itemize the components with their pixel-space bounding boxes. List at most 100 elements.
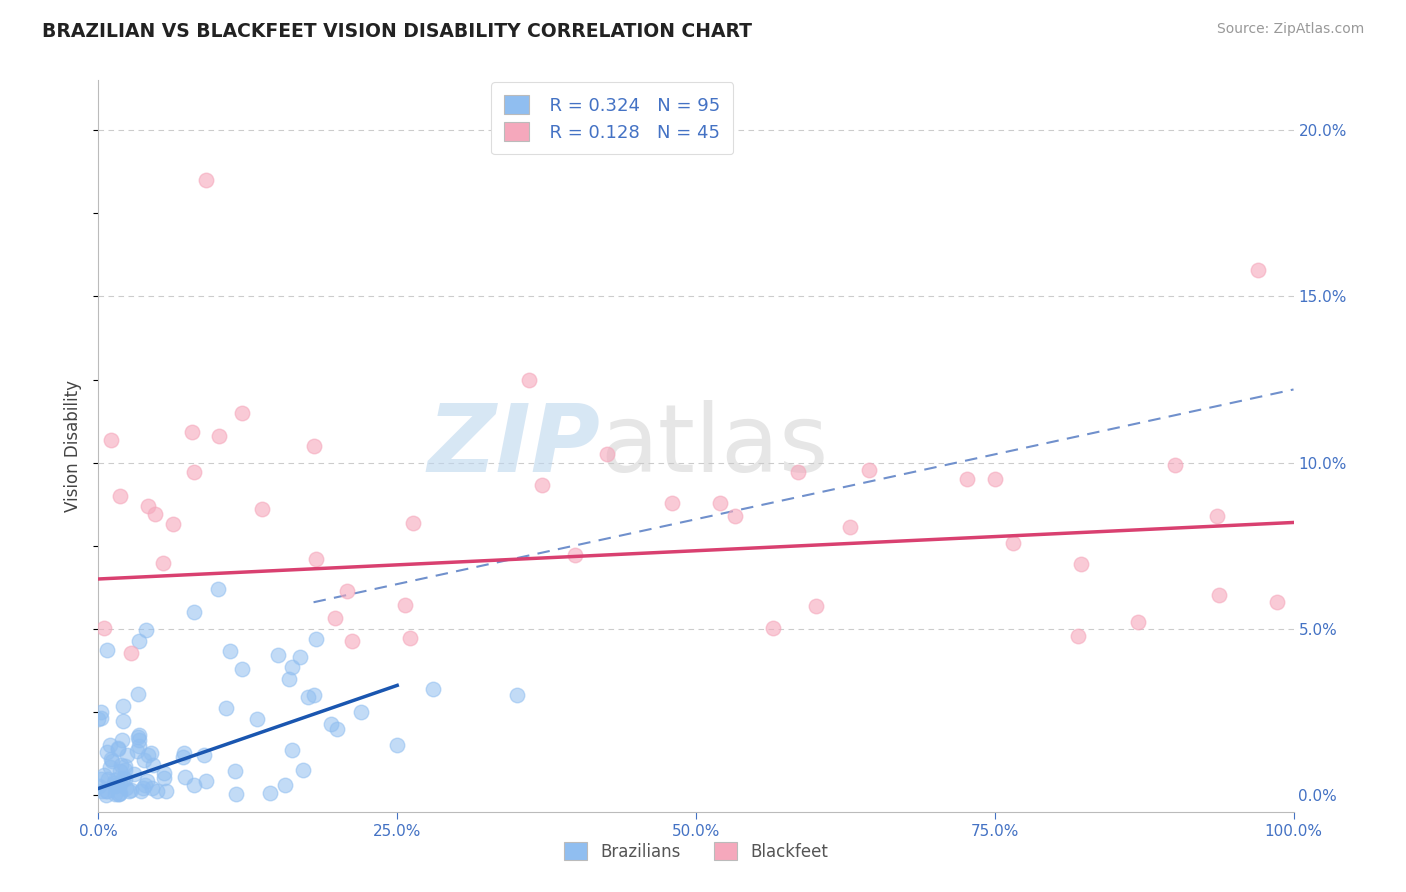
Point	[215, 701, 238, 715]
Point	[104, 773, 127, 788]
Point	[292, 764, 315, 778]
Point	[762, 621, 785, 635]
Point	[246, 712, 269, 726]
Point	[104, 780, 127, 794]
Point	[152, 556, 174, 570]
Point	[90, 711, 112, 725]
Point	[804, 599, 827, 613]
Point	[107, 772, 129, 786]
Point	[173, 771, 195, 785]
Point	[564, 548, 586, 562]
Point	[274, 778, 297, 792]
Point	[305, 551, 328, 566]
Point	[115, 780, 138, 795]
Point	[173, 746, 195, 760]
Point	[394, 598, 416, 612]
Point	[132, 781, 155, 796]
Point	[112, 698, 135, 713]
Point	[90, 772, 112, 786]
Point	[250, 502, 273, 516]
Point	[724, 508, 747, 523]
Point	[1002, 535, 1025, 549]
Point	[1067, 628, 1090, 642]
Point	[98, 759, 121, 773]
Text: atlas: atlas	[600, 400, 828, 492]
Point	[114, 772, 136, 786]
Point	[108, 786, 131, 800]
Point	[89, 779, 111, 793]
Point	[336, 583, 359, 598]
Point	[838, 520, 860, 534]
Point	[100, 752, 122, 766]
Point	[661, 495, 683, 509]
Point	[107, 787, 129, 801]
Y-axis label: Vision Disability: Vision Disability	[65, 380, 83, 512]
Point	[1208, 588, 1230, 602]
Text: ZIP: ZIP	[427, 400, 600, 492]
Point	[956, 472, 979, 486]
Point	[100, 433, 122, 447]
Point	[399, 631, 422, 645]
Point	[107, 741, 129, 756]
Text: BRAZILIAN VS BLACKFEET VISION DISABILITY CORRELATION CHART: BRAZILIAN VS BLACKFEET VISION DISABILITY…	[42, 22, 752, 41]
Point	[108, 787, 131, 801]
Point	[94, 788, 117, 802]
Point	[323, 611, 346, 625]
Point	[193, 747, 215, 762]
Point	[120, 646, 142, 660]
Point	[136, 499, 159, 513]
Point	[259, 786, 281, 800]
Point	[104, 778, 127, 792]
Point	[111, 714, 134, 728]
Point	[231, 662, 253, 676]
Point	[110, 764, 132, 778]
Point	[153, 765, 176, 780]
Point	[984, 472, 1007, 486]
Point	[101, 755, 124, 769]
Point	[280, 660, 302, 674]
Point	[1267, 595, 1289, 609]
Point	[93, 768, 115, 782]
Point	[114, 763, 136, 777]
Point	[111, 732, 134, 747]
Point	[128, 739, 150, 753]
Point	[141, 780, 163, 795]
Point	[385, 738, 409, 752]
Point	[180, 425, 202, 439]
Point	[135, 773, 157, 788]
Point	[127, 730, 149, 744]
Point	[128, 733, 150, 747]
Point	[277, 673, 299, 687]
Point	[96, 784, 118, 798]
Point	[125, 743, 148, 757]
Legend: Brazilians, Blackfeet: Brazilians, Blackfeet	[555, 834, 837, 869]
Point	[108, 777, 131, 791]
Point	[225, 787, 247, 801]
Point	[87, 713, 110, 727]
Point	[134, 778, 156, 792]
Point	[506, 689, 529, 703]
Point	[596, 447, 619, 461]
Point	[340, 633, 363, 648]
Point	[136, 747, 159, 762]
Point	[1070, 557, 1092, 571]
Point	[517, 372, 540, 386]
Point	[96, 784, 118, 798]
Point	[146, 784, 169, 798]
Point	[110, 758, 132, 772]
Point	[108, 489, 131, 503]
Point	[321, 717, 343, 731]
Point	[128, 634, 150, 648]
Point	[787, 465, 810, 479]
Point	[183, 465, 205, 479]
Point	[1206, 508, 1229, 523]
Point	[326, 722, 349, 736]
Point	[402, 516, 425, 531]
Point	[132, 754, 155, 768]
Point	[231, 406, 253, 420]
Point	[422, 681, 444, 696]
Point	[128, 728, 150, 742]
Point	[103, 776, 125, 790]
Text: Source: ZipAtlas.com: Source: ZipAtlas.com	[1216, 22, 1364, 37]
Point	[155, 784, 177, 798]
